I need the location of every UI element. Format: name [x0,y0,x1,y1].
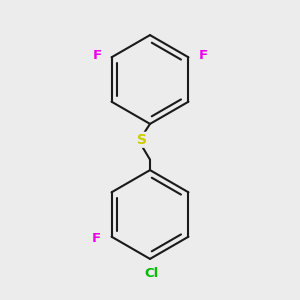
Text: F: F [93,49,102,62]
Text: Cl: Cl [144,267,159,280]
Text: S: S [137,133,148,147]
Text: F: F [92,232,100,245]
Text: F: F [198,49,207,62]
